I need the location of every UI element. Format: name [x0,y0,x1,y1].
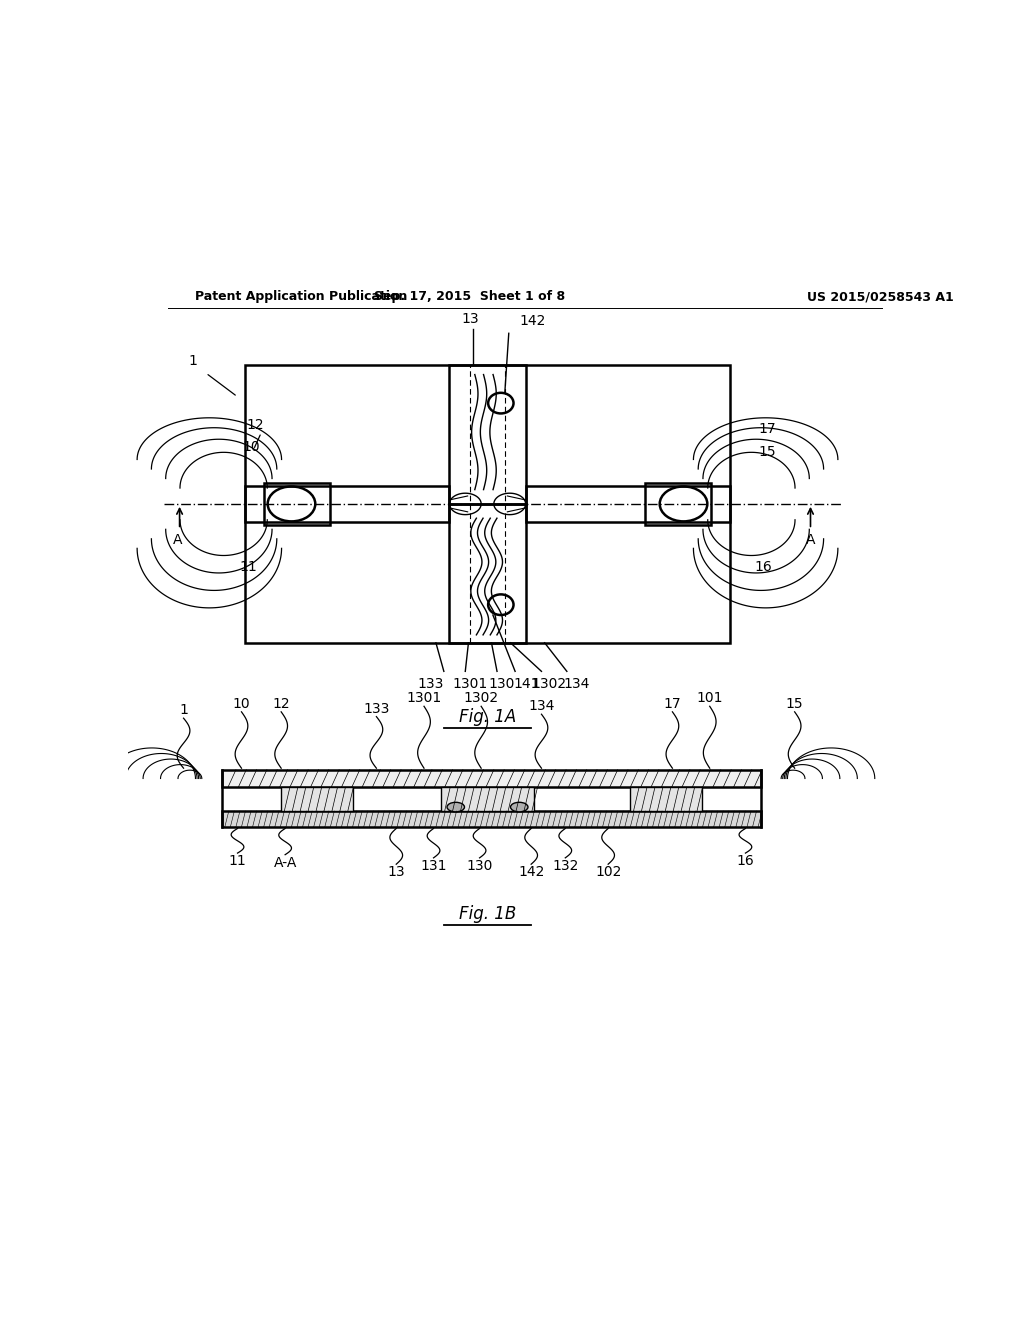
Text: Fig. 1B: Fig. 1B [459,906,516,923]
Text: 142: 142 [518,865,545,879]
Text: Fig. 1A: Fig. 1A [459,708,516,726]
Text: A-A: A-A [273,855,297,870]
Text: 10: 10 [232,697,250,711]
Text: A: A [806,533,815,548]
Text: 10: 10 [243,440,260,454]
Ellipse shape [447,803,465,812]
Text: 15: 15 [785,697,804,711]
Text: 13: 13 [387,865,406,879]
Text: 142: 142 [519,314,546,327]
Text: 130: 130 [466,859,493,873]
Text: 1302: 1302 [531,677,567,692]
Text: 132: 132 [552,859,579,873]
Polygon shape [631,787,701,810]
Text: 17: 17 [664,697,681,711]
Text: 12: 12 [272,697,290,711]
Polygon shape [221,810,761,826]
Text: 1302: 1302 [464,692,499,705]
Text: 1: 1 [179,704,188,717]
Text: 13: 13 [461,312,479,326]
Text: US 2015/0258543 A1: US 2015/0258543 A1 [807,290,953,304]
Ellipse shape [511,803,528,812]
Text: 131: 131 [420,859,446,873]
Text: 130: 130 [488,677,515,692]
Text: Patent Application Publication: Patent Application Publication [196,290,408,304]
Polygon shape [282,787,352,810]
Text: 11: 11 [240,561,257,574]
Text: 141: 141 [513,677,540,692]
Text: 134: 134 [563,677,590,692]
Text: 102: 102 [595,865,622,879]
Text: 133: 133 [417,677,443,692]
Polygon shape [221,770,761,787]
Text: 133: 133 [364,702,389,715]
Text: 134: 134 [528,700,555,713]
Polygon shape [441,787,534,810]
Text: 1301: 1301 [453,677,487,692]
Text: 15: 15 [759,445,776,459]
Text: 1: 1 [188,354,198,368]
Text: A: A [172,533,182,548]
Text: 17: 17 [759,421,776,436]
Text: 16: 16 [736,854,755,869]
Text: 101: 101 [696,692,723,705]
Text: 11: 11 [228,854,247,869]
Text: 16: 16 [754,561,772,574]
Text: Sep. 17, 2015  Sheet 1 of 8: Sep. 17, 2015 Sheet 1 of 8 [374,290,565,304]
Text: 12: 12 [246,417,264,432]
Text: 1301: 1301 [407,692,441,705]
